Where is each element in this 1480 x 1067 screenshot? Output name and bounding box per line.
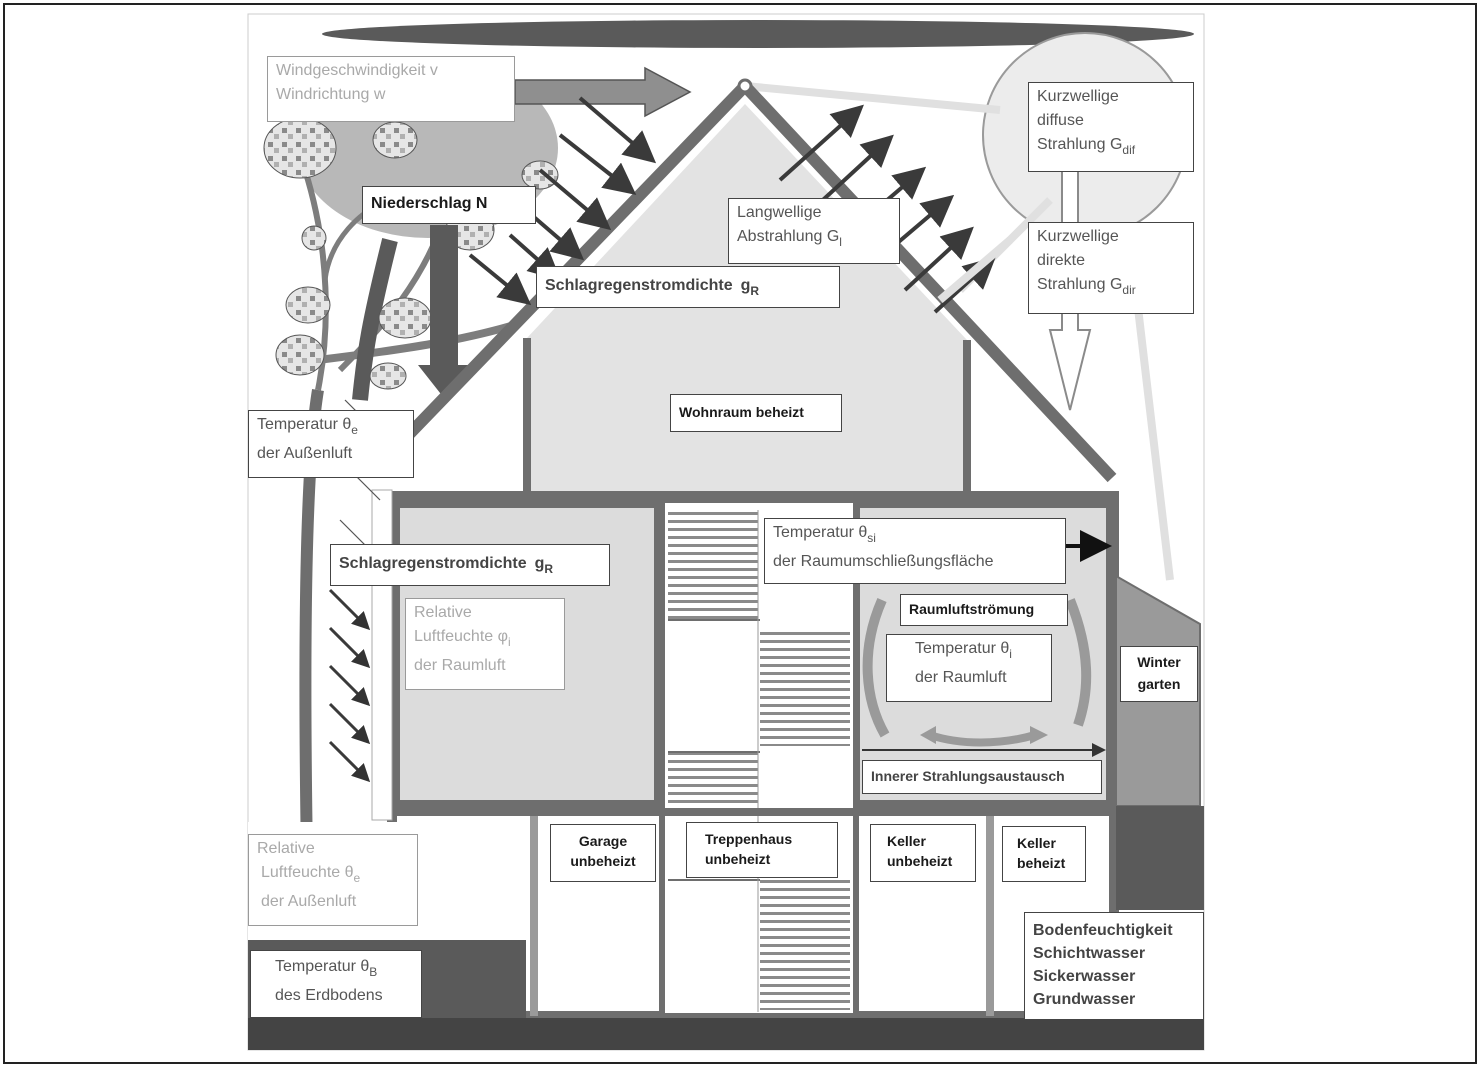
direct-line2: direkte [1037,252,1086,269]
garage-line1: Garage [578,833,628,849]
surface-temp-arrow [1080,530,1112,562]
cellar-heated-line2: beheizt [1017,855,1066,871]
direct-radiation-label: Kurzwellige direkte Strahlung Gdir [1028,222,1194,314]
rain-roof-sub: R [750,284,760,298]
diffuse-line1: Kurzwellige [1037,88,1119,105]
temp-soil-line2: des Erdbodens [275,987,383,1004]
direct-line3: Strahlung G [1037,276,1123,293]
temp-surface-line1: Temperatur θ [773,524,868,541]
rh-ext-line3: der Außenluft [261,893,357,910]
rh-int-line1: Relative [414,604,472,621]
temp-soil-line1: Temperatur θ [275,958,370,975]
direct-sub: dir [1122,283,1136,297]
internal-humidity-label: Relative Luftfeuchte φi der Raumluft [405,598,565,690]
temp-room-line1: Temperatur θ [915,640,1010,657]
internal-radiation-arrow [1092,743,1106,757]
cellar-unheated-label: Keller unbeheizt [870,824,976,882]
rain-wall-sym: g [534,555,545,572]
driving-rain-arrows-wall [328,588,371,783]
direct-radiation-lines [937,236,1013,304]
garage-label: Garage unbeheizt [550,824,656,882]
airflow-text: Raumluftströmung [909,601,1035,617]
temp-ext-line1: Temperatur θ [257,416,352,433]
surface-temp-label: Temperatur θsi der Raumumschließungsfläc… [764,518,1066,584]
rain-roof-sym: g [740,277,751,294]
rh-int-line2: Luftfeuchte φ [414,628,508,645]
rain-wall-text: Schlagregenstromdichte [339,555,527,572]
precipitation-text: Niederschlag N [371,195,488,212]
precipitation-label: Niederschlag N [362,186,536,224]
wind-arrow [514,66,692,118]
winter-garden-label: Winter garten [1120,646,1198,702]
cellar-unheated-line2: unbeheizt [887,853,953,869]
wind-label-line1: Windgeschwindigkeit v [276,62,438,79]
wintergarden-line1: Winter [1137,654,1181,670]
staircase-label: Treppenhaus unbeheizt [686,822,838,878]
wind-label-line2: Windrichtung w [276,86,386,103]
ground-water-line2: Schichtwasser [1033,945,1146,962]
soil-temp-label: Temperatur θB des Erdbodens [250,950,422,1018]
ground-water-line3: Sickerwasser [1033,968,1136,985]
driving-rain-roof-label: Schlagregenstromdichte gR [536,266,840,308]
rh-ext-line2: Luftfeuchte θ [261,864,354,881]
temp-ext-sub: e [351,423,358,437]
garage-line2: unbeheizt [570,853,636,869]
longwave-radiation-label: Langwellige Abstrahlung Gl [728,198,900,264]
cellar-heated-line1: Keller [1017,835,1056,851]
temp-room-sub: i [1009,647,1012,661]
driving-rain-wall-label: Schlagregenstromdichte gR [330,544,610,586]
rain-wall-sub: R [544,562,554,576]
ground-water-label: Bodenfeuchtigkeit Schichtwasser Sickerwa… [1024,912,1204,1020]
internal-radiation-label: Innerer Strahlungsaustausch [862,760,1102,794]
air-flow-bottom [928,731,1037,747]
diffuse-radiation-label: Kurzwellige diffuse Strahlung Gdif [1028,82,1194,172]
longwave-sub: l [839,235,842,249]
external-humidity-label: Relative Luftfeuchte θe der Außenluft [248,834,418,926]
air-flow-right [1065,598,1092,727]
sky-ellipse [322,20,1194,48]
wind-label: Windgeschwindigkeit v Windrichtung w [267,56,515,122]
precipitation-arrow [418,225,470,398]
temp-surface-sub: si [867,531,876,545]
temp-room-line2: der Raumluft [915,669,1007,686]
rh-int-line3: der Raumluft [414,657,506,674]
external-temp-label: Temperatur θe der Außenluft [248,410,414,478]
longwave-line2: Abstrahlung G [737,228,840,245]
rh-ext-sub: e [353,871,361,885]
air-flow-left [862,597,890,738]
temp-ext-line2: der Außenluft [257,445,353,462]
airflow-label: Raumluftströmung [900,594,1068,626]
temp-surface-line2: der Raumumschließungsfläche [773,553,994,570]
stairs-line2: unbeheizt [705,851,771,867]
rh-int-sub: i [508,635,511,649]
rain-roof-text: Schlagregenstromdichte [545,277,733,294]
rh-ext-line1: Relative [257,840,315,857]
living-room-label: Wohnraum beheizt [670,394,842,432]
ground-strip [248,1018,1204,1050]
diffuse-line3: Strahlung G [1037,136,1123,153]
diffuse-line2: diffuse [1037,112,1084,129]
figure-frame [3,3,1477,1064]
ground-water-line4: Grundwasser [1033,991,1136,1008]
stairs-line1: Treppenhaus [705,831,793,847]
temp-soil-sub: B [369,965,378,979]
ground-water-line1: Bodenfeuchtigkeit [1033,922,1173,939]
direct-line1: Kurzwellige [1037,228,1119,245]
cellar-unheated-line1: Keller [887,833,926,849]
cellar-heated-label: Keller beheizt [1002,826,1086,882]
radiation-int-text: Innerer Strahlungsaustausch [871,768,1065,784]
room-temp-label: Temperatur θi der Raumluft [886,634,1052,702]
living-room-text: Wohnraum beheizt [679,404,804,420]
wintergarden-line2: garten [1137,676,1181,692]
longwave-line1: Langwellige [737,204,822,221]
diffuse-sub: dif [1122,143,1136,157]
